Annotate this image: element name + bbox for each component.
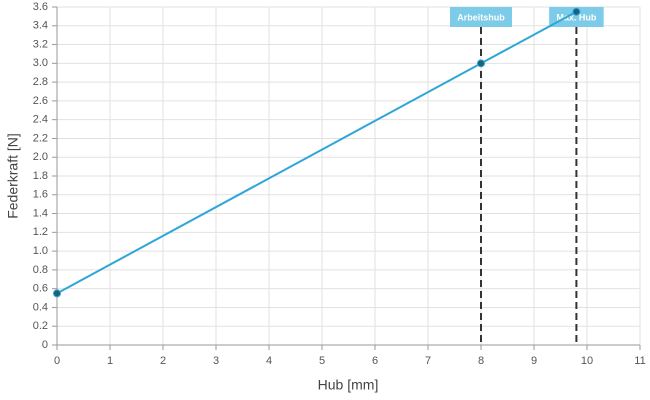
y-tick-label: 1.2 xyxy=(33,226,48,238)
x-tick-label: 5 xyxy=(319,355,325,367)
x-tick-label: 7 xyxy=(425,355,431,367)
x-tick-label: 8 xyxy=(478,355,484,367)
annotation: Max. Hub xyxy=(549,7,604,27)
y-tick-label: 0.6 xyxy=(33,283,48,295)
y-tick-label: 1.8 xyxy=(33,170,48,182)
x-tick-label: 2 xyxy=(160,355,166,367)
y-tick-label: 0.4 xyxy=(33,301,48,313)
x-tick-label: 3 xyxy=(213,355,219,367)
x-tick-label: 11 xyxy=(634,355,645,367)
y-tick-label: 2.6 xyxy=(33,95,48,107)
y-tick-label: 1.0 xyxy=(33,245,48,257)
point xyxy=(477,59,485,68)
y-tick-label: 1.4 xyxy=(33,207,48,219)
annotation: Arbeitshub xyxy=(449,7,513,27)
point xyxy=(53,289,61,298)
y-tick-label: 0.8 xyxy=(33,264,48,276)
x-axis-title: Hub [mm] xyxy=(318,377,379,393)
x-tick-label: 0 xyxy=(54,355,60,367)
y-tick-label: 3.2 xyxy=(33,38,48,50)
y-tick-label: 0 xyxy=(42,339,48,351)
y-tick-label: 0.2 xyxy=(33,320,48,332)
y-axis-title: Federkraft [N] xyxy=(5,133,21,219)
annotation-label: Arbeitshub xyxy=(457,12,505,22)
y-tick-label: 3.0 xyxy=(33,57,48,69)
x-tick-label: 10 xyxy=(581,355,593,367)
y-tick-label: 2.4 xyxy=(33,114,48,126)
annotation-box xyxy=(449,7,513,27)
annotation-label: Max. Hub xyxy=(556,12,597,22)
x-tick-label: 9 xyxy=(531,355,537,367)
y-tick-label: 3.4 xyxy=(33,20,48,32)
x-tick-label: 4 xyxy=(266,355,272,367)
y-tick-label: 2.0 xyxy=(33,151,48,163)
y-tick-label: 3.6 xyxy=(33,1,48,13)
point xyxy=(572,7,581,16)
y-tick-label: 1.6 xyxy=(33,189,48,201)
x-tick-label: 6 xyxy=(372,355,378,367)
y-tick-label: 2.2 xyxy=(33,132,48,144)
x-tick-label: 1 xyxy=(107,355,113,367)
y-tick-label: 2.8 xyxy=(33,76,48,88)
annotation-box xyxy=(549,7,604,27)
